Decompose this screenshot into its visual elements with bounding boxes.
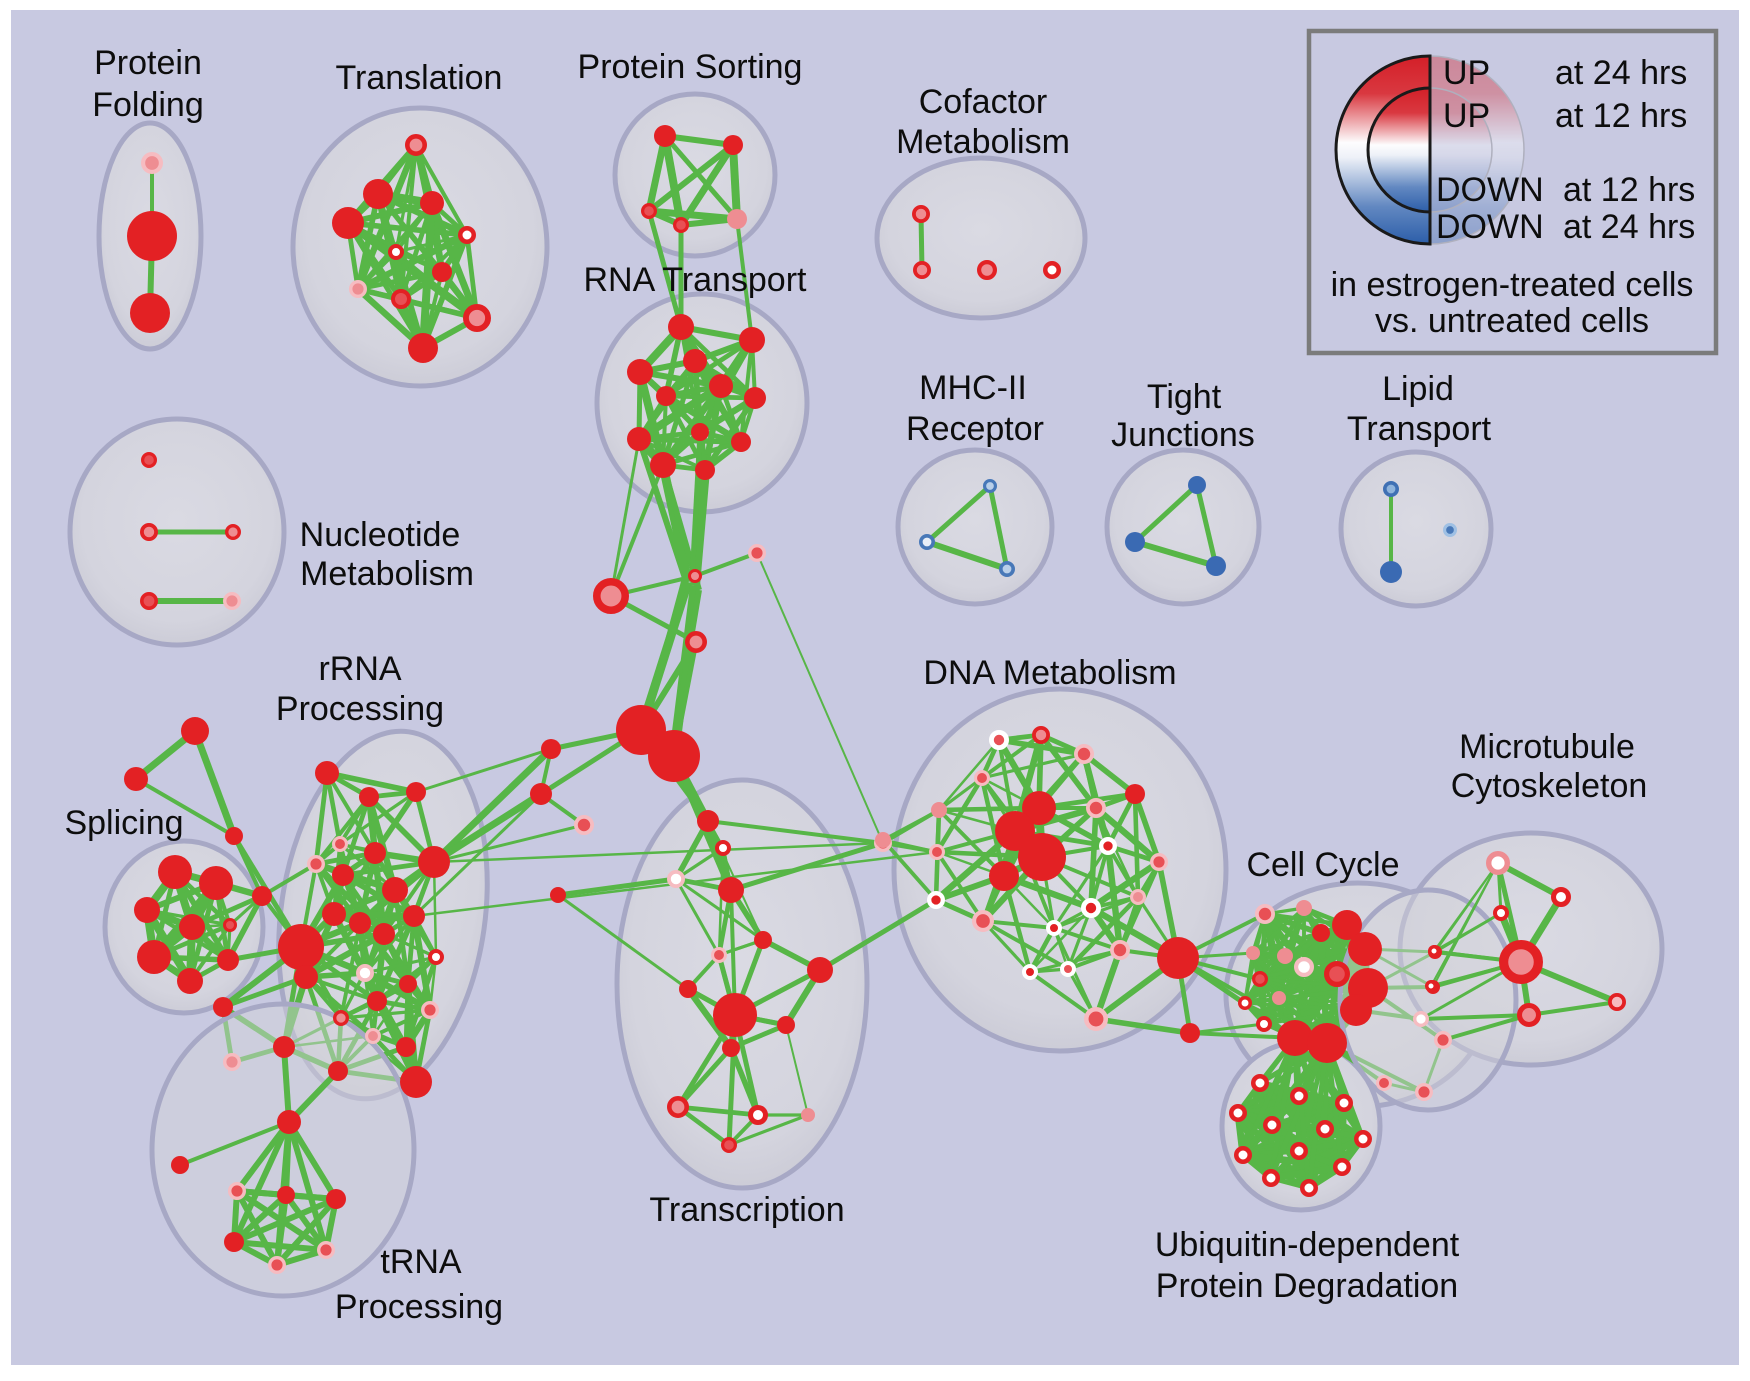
svg-text:Protein Sorting: Protein Sorting (578, 48, 803, 86)
svg-text:Cofactor: Cofactor (919, 83, 1048, 121)
svg-text:Translation: Translation (336, 59, 503, 97)
svg-text:Junctions: Junctions (1111, 416, 1255, 454)
svg-text:DNA Metabolism: DNA Metabolism (923, 654, 1176, 692)
svg-text:Folding: Folding (92, 86, 204, 124)
svg-text:DOWN: DOWN (1436, 208, 1544, 246)
svg-text:Receptor: Receptor (906, 410, 1044, 448)
svg-text:Transcription: Transcription (649, 1191, 844, 1229)
svg-text:RNA Transport: RNA Transport (584, 261, 808, 299)
svg-text:tRNA: tRNA (380, 1243, 462, 1281)
svg-text:Processing: Processing (335, 1288, 503, 1326)
svg-text:Tight: Tight (1147, 378, 1222, 416)
svg-text:at 12 hrs: at 12 hrs (1555, 97, 1687, 135)
svg-text:Transport: Transport (1347, 410, 1492, 448)
svg-text:Protein Degradation: Protein Degradation (1156, 1267, 1458, 1305)
svg-text:Nucleotide: Nucleotide (300, 516, 461, 554)
svg-text:at 24 hrs: at 24 hrs (1555, 54, 1687, 92)
svg-text:at 24 hrs: at 24 hrs (1563, 208, 1695, 246)
svg-text:Ubiquitin-dependent: Ubiquitin-dependent (1155, 1226, 1460, 1264)
svg-text:MHC-II: MHC-II (919, 369, 1027, 407)
svg-text:Processing: Processing (276, 690, 444, 728)
svg-text:DOWN: DOWN (1436, 171, 1544, 209)
svg-text:UP: UP (1443, 97, 1490, 135)
svg-text:at 12 hrs: at 12 hrs (1563, 171, 1695, 209)
svg-text:Lipid: Lipid (1382, 370, 1454, 408)
svg-text:Metabolism: Metabolism (896, 123, 1070, 161)
svg-text:Cell Cycle: Cell Cycle (1246, 846, 1399, 884)
svg-text:Microtubule: Microtubule (1459, 728, 1635, 766)
svg-text:UP: UP (1443, 54, 1490, 92)
svg-text:rRNA: rRNA (318, 650, 401, 688)
svg-text:in estrogen-treated cells: in estrogen-treated cells (1331, 266, 1694, 304)
svg-text:Metabolism: Metabolism (300, 555, 474, 593)
svg-text:vs. untreated cells: vs. untreated cells (1375, 302, 1649, 340)
svg-text:Cytoskeleton: Cytoskeleton (1451, 767, 1648, 805)
svg-text:Protein: Protein (94, 44, 202, 82)
svg-text:Splicing: Splicing (64, 804, 183, 842)
